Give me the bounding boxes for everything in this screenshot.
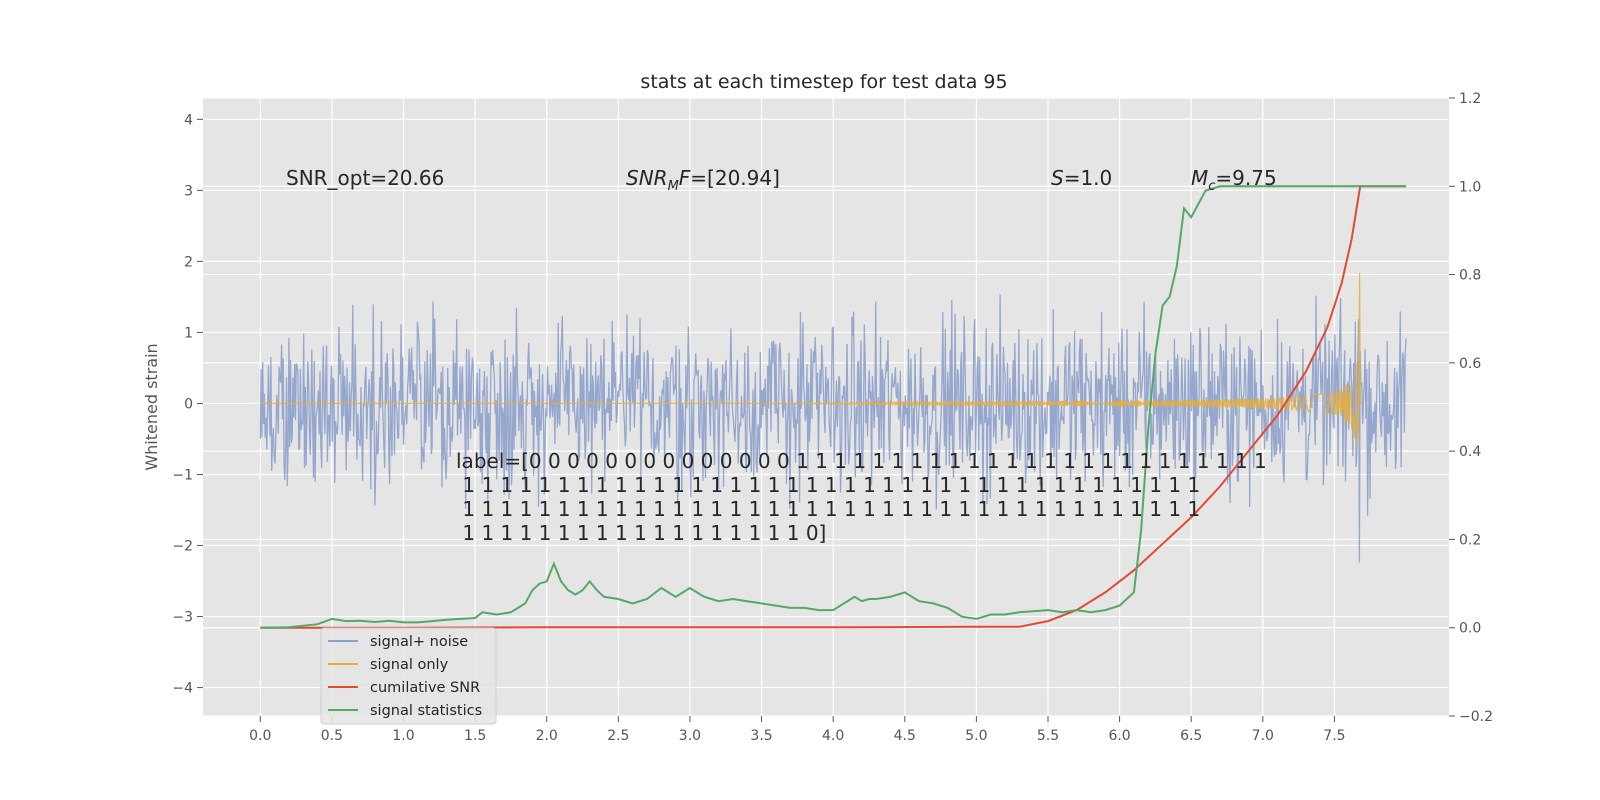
label-line-4: 1 1 1 1 1 1 1 1 1 1 1 1 1 1 1 1 1 1 0]: [456, 521, 826, 545]
mc-subscript: c: [1208, 179, 1215, 194]
x-tick-label: 5.0: [965, 728, 987, 744]
snr-opt-annotation: SNR_opt=20.66: [286, 166, 444, 190]
x-tick-label: 4.0: [822, 728, 844, 744]
y2-tick-label: 1.0: [1459, 179, 1481, 195]
y2-tick-label: 0.8: [1459, 268, 1481, 284]
y2-tick-label: 0.6: [1459, 356, 1481, 372]
legend-label: signal+ noise: [370, 634, 468, 650]
x-tick-label: 7.0: [1252, 728, 1274, 744]
x-tick-label: 6.5: [1180, 728, 1202, 744]
x-tick-label: 6.0: [1108, 728, 1130, 744]
mc-symbol: M: [1191, 166, 1208, 190]
y2-tick-label: −0.2: [1459, 709, 1493, 725]
y2-tick-label: 0.0: [1459, 621, 1481, 637]
x-tick-label: 3.0: [679, 728, 701, 744]
x-tick-label: 2.5: [607, 728, 629, 744]
signal-only-series: [260, 272, 1364, 447]
snr-mf-subscript: M: [668, 179, 679, 194]
snr-mf-rest: F: [679, 166, 691, 190]
label-line-2: 1 1 1 1 1 1 1 1 1 1 1 1 1 1 1 1 1 1 1 1 …: [456, 473, 1200, 497]
x-tick-label: 1.5: [464, 728, 486, 744]
mc-text: Mc=9.75: [1191, 166, 1277, 194]
legend-label: signal only: [370, 657, 449, 673]
y-tick-label: 1: [184, 325, 193, 341]
signal-only-line: [260, 272, 1364, 447]
y2-axis-ticks: 1.2 1.0 0.8 0.6 0.4 0.2 0.0 −0.2: [1449, 91, 1493, 725]
legend-label: cumilative SNR: [370, 680, 480, 696]
s-text: S=1.0: [1051, 166, 1112, 190]
y-tick-label: −3: [172, 610, 193, 626]
legend: signal+ noise signal only cumilative SNR si…: [320, 627, 497, 725]
y-tick-label: −4: [172, 681, 193, 697]
signal-noise-series: [259, 294, 1407, 563]
x-tick-label: 1.0: [392, 728, 414, 744]
y-axis-label: Whitened strain: [142, 343, 161, 470]
signal-statistics-line: [260, 185, 1406, 629]
x-tick-label: 5.5: [1037, 728, 1059, 744]
x-tick-label: 3.5: [750, 728, 772, 744]
signal-noise-line: [259, 294, 1407, 563]
plot-area: [203, 98, 1449, 716]
signal-statistics-series: [260, 185, 1406, 629]
mc-annotation: Mc=9.75: [1191, 166, 1277, 194]
s-annotation: S=1.0: [1051, 166, 1112, 190]
x-axis-ticks: 0.0 0.5 1.0 1.5 2.0 2.5 3.0 3.5 4.0 4.5 5.0 5.5 6.0 6…: [249, 716, 1346, 744]
y-tick-label: 3: [184, 183, 193, 199]
mc-value: =9.75: [1215, 166, 1276, 190]
chart-title: stats at each timestep for test data 95: [640, 71, 1007, 93]
y2-tick-label: 0.4: [1459, 444, 1481, 460]
label-line-1: label=[0 0 0 0 0 0 0 0 0 0 0 0 0 0 1 1 1…: [456, 449, 1267, 473]
y2-tick-label: 0.2: [1459, 532, 1481, 548]
y-tick-label: 4: [184, 112, 193, 128]
label-line-3: 1 1 1 1 1 1 1 1 1 1 1 1 1 1 1 1 1 1 1 1 …: [456, 497, 1200, 521]
y-tick-label: 2: [184, 254, 193, 270]
cumulative-snr-line: [260, 185, 1406, 629]
y-axis-ticks: 4 3 2 1 0 −1 −2 −3 −4: [172, 112, 203, 697]
x-tick-label: 2.0: [536, 728, 558, 744]
y-tick-label: 0: [184, 396, 193, 412]
x-tick-label: 0.0: [249, 728, 271, 744]
x-tick-label: 4.5: [894, 728, 916, 744]
legend-items: signal+ noise signal only cumilative SNR si…: [328, 634, 482, 719]
snr-mf-base: SNR: [626, 166, 668, 190]
snr-mf-value: =[20.94]: [690, 166, 780, 190]
legend-label: signal statistics: [370, 703, 482, 719]
label-annotation: label=[0 0 0 0 0 0 0 0 0 0 0 0 0 0 1 1 1…: [456, 449, 1267, 545]
legend-box: [320, 627, 497, 725]
s-symbol: S: [1051, 166, 1064, 190]
x-tick-label: 7.5: [1323, 728, 1345, 744]
y-tick-label: −1: [172, 467, 193, 483]
y2-tick-label: 1.2: [1459, 91, 1481, 107]
s-value: =1.0: [1064, 166, 1113, 190]
y-tick-label: −2: [172, 539, 193, 555]
snr-mf-annotation: SNRMF=[20.94]: [626, 166, 780, 194]
snr-mf-text: SNRMF=[20.94]: [626, 166, 780, 194]
cumulative-snr-series: [260, 185, 1406, 629]
x-tick-label: 0.5: [321, 728, 343, 744]
